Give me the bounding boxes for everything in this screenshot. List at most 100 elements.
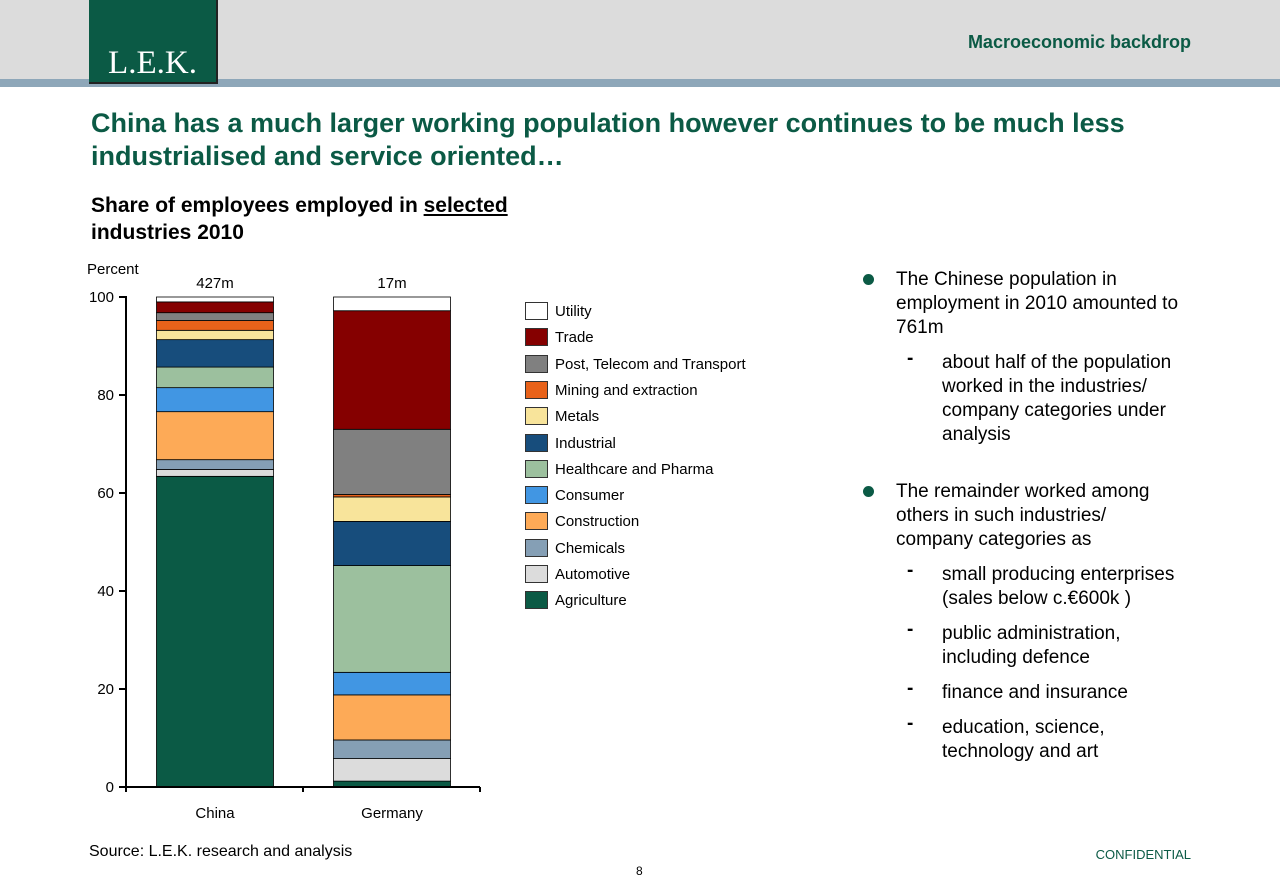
- bar-segment-china-healthcare-and-pharma: [156, 366, 274, 389]
- legend-swatch: [525, 538, 548, 557]
- sub-bullet-text-line: small producing enterprises: [942, 564, 1175, 585]
- sub-bullet-dash-icon: -: [907, 348, 914, 369]
- legend-swatch: [525, 512, 548, 531]
- legend-item: Chemicals: [525, 538, 825, 559]
- legend-label: Agriculture: [555, 592, 627, 610]
- chart-title-part2: industries 2010: [91, 221, 244, 244]
- bar-segment-china-construction: [156, 411, 274, 461]
- legend-label: Healthcare and Pharma: [555, 460, 714, 478]
- bar-segment-germany-healthcare-and-pharma: [333, 565, 451, 673]
- sub-bullet-text: education, science, technology and art: [942, 716, 1212, 764]
- bar-total-label: 17m: [377, 275, 406, 292]
- legend-item: Metals: [525, 407, 825, 427]
- chart-title-underlined: selected: [423, 194, 508, 217]
- bar-segment-china-trade: [156, 301, 274, 314]
- sub-bullet-text-line: worked in the industries/: [942, 376, 1147, 397]
- chart-title: Share of employees employed in selected …: [91, 192, 611, 246]
- legend-item: Agriculture: [525, 591, 825, 611]
- y-tick-label: 20: [97, 681, 114, 698]
- sub-bullet-text: small producing enterprises (sales below …: [942, 563, 1212, 611]
- legend-label: Industrial: [555, 434, 616, 452]
- bullet-text-line: 761m: [896, 317, 944, 338]
- legend-item: Post, Telecom and Transport: [525, 354, 825, 375]
- sub-bullet-text-line: company categories under: [942, 400, 1166, 421]
- legend-item: Automotive: [525, 565, 825, 585]
- bar-segment-china-mining-and-extraction: [156, 320, 274, 331]
- legend-swatch: [525, 354, 548, 373]
- bar-segment-germany-consumer: [333, 671, 451, 696]
- sub-bullet-text-line: about half of the population: [942, 352, 1172, 373]
- legend-item: Industrial: [525, 433, 825, 454]
- bullet-text-line: The Chinese population in: [896, 269, 1117, 290]
- confidential-label: CONFIDENTIAL: [1095, 847, 1191, 862]
- legend-item: Construction: [525, 512, 825, 532]
- bullet-text: The Chinese population in employment in 2…: [896, 268, 1216, 340]
- legend-item: Mining and extraction: [525, 380, 825, 401]
- legend-item: Consumer: [525, 486, 825, 506]
- sub-bullet-dash-icon: -: [907, 713, 914, 734]
- bar-total-label: 427m: [196, 275, 234, 292]
- bullet-dot-icon: [863, 486, 874, 497]
- legend-swatch: [525, 407, 548, 426]
- y-tick-label: 40: [97, 583, 114, 600]
- legend-label: Trade: [555, 329, 594, 347]
- legend-swatch: [525, 591, 548, 610]
- sub-bullet-text: about half of the population worked in th…: [942, 351, 1212, 447]
- bullet-text-line: The remainder worked among: [896, 481, 1150, 502]
- legend-label: Consumer: [555, 487, 625, 505]
- legend-swatch: [525, 328, 548, 347]
- bullet-text: The remainder worked among others in such…: [896, 480, 1216, 552]
- bar-segment-china-utility: [156, 296, 274, 303]
- stacked-bar-chart: Percent China 427m Germany 17m 0 20 40 60 80 100: [87, 261, 481, 822]
- bullet-text-line: company categories as: [896, 529, 1092, 550]
- bar-segment-china-consumer: [156, 387, 274, 413]
- logo-text: L.E.K.: [108, 45, 197, 81]
- bar-segment-germany-construction: [333, 694, 451, 741]
- sub-bullet-dash-icon: -: [907, 619, 914, 640]
- legend-swatch: [525, 486, 548, 505]
- header-divider: [0, 79, 1280, 87]
- y-tick-label: 60: [97, 485, 114, 502]
- legend-item: Trade: [525, 328, 825, 348]
- y-axis-label: Percent: [87, 261, 140, 278]
- bar-segment-germany-metals: [333, 496, 451, 522]
- bullet-dot-icon: [863, 274, 874, 285]
- y-tick-label: 0: [106, 779, 114, 796]
- bar-segment-germany-industrial: [333, 521, 451, 566]
- legend-item: Utility: [525, 302, 825, 322]
- section-title: Macroeconomic backdrop: [967, 32, 1191, 52]
- legend-label: Chemicals: [555, 539, 626, 557]
- legend-item: Healthcare and Pharma: [525, 459, 825, 480]
- bar-segment-germany-chemicals: [333, 739, 451, 759]
- bar-segment-germany-utility: [333, 296, 451, 312]
- bar-segment-china-metals: [156, 329, 274, 341]
- bar-segment-china-post-telecom-and-transport: [156, 312, 274, 321]
- lek-logo: L.E.K.: [89, 0, 218, 84]
- page-number: 8: [636, 864, 643, 878]
- legend-label: Utility: [555, 303, 592, 320]
- legend-label: Automotive: [555, 566, 631, 583]
- page-title: China has a much larger working populati…: [91, 107, 1191, 173]
- y-tick-label: 80: [97, 387, 114, 404]
- bullet-text-line: employment in 2010 amounted to: [896, 293, 1179, 314]
- page-title-line2: industrialised and service oriented…: [91, 141, 564, 171]
- bar-segment-china-automotive: [156, 469, 274, 477]
- sub-bullet-text-line: public administration,: [942, 623, 1121, 644]
- bar-segment-china-chemicals: [156, 459, 274, 470]
- sub-bullet-text: public administration, including defence: [942, 622, 1212, 670]
- sub-bullet-text: finance and insurance: [942, 681, 1212, 705]
- legend-label: Metals: [555, 408, 600, 426]
- sub-bullet-dash-icon: -: [907, 678, 914, 699]
- bullet-text-line: others in such industries/: [896, 505, 1107, 526]
- legend-label: Construction: [555, 513, 640, 531]
- legend-label: Post, Telecom and Transport: [555, 355, 746, 373]
- sub-bullet-dash-icon: -: [907, 560, 914, 581]
- source-note: Source: L.E.K. research and analysis: [89, 843, 353, 860]
- legend-swatch: [525, 433, 548, 452]
- sub-bullet-text-line: analysis: [942, 424, 1011, 445]
- x-tick-label: Germany: [361, 805, 423, 822]
- legend-label: Mining and extraction: [555, 381, 698, 399]
- sub-bullet-text-line: including defence: [942, 647, 1090, 668]
- bar-segment-china-agriculture: [156, 475, 274, 788]
- bar-segment-germany-trade: [333, 310, 451, 430]
